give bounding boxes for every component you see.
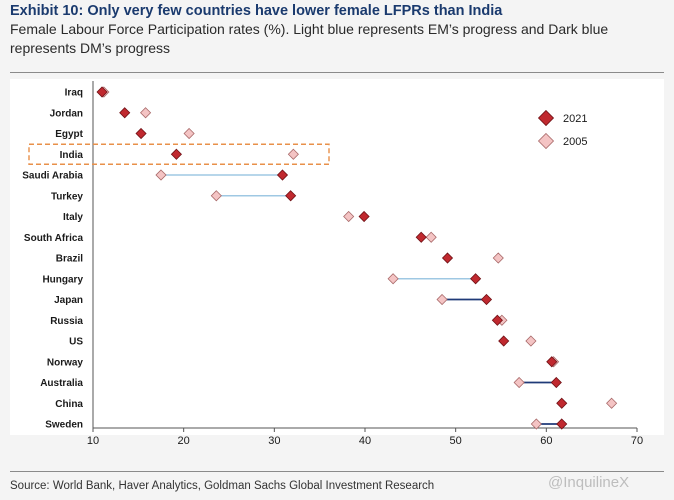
- point-2021-egypt: [135, 127, 147, 140]
- point-2021-japan: [480, 293, 493, 306]
- chart-area: 10 20 30 40 50 60 70 Iraq Jordan Egypt India Saudi …: [10, 79, 664, 447]
- point-2021-iraq: [96, 86, 108, 98]
- x-tick-label-20: 20: [178, 435, 190, 447]
- legend-label-2005: 2005: [563, 136, 587, 148]
- chart-subtitle: Female Labour Force Participation rates …: [10, 21, 609, 56]
- x-tick-label-70: 70: [631, 435, 643, 447]
- category-label-italy: Italy: [63, 212, 83, 223]
- point-2021-norway: [546, 356, 558, 368]
- point-2021-sweden: [556, 418, 568, 430]
- top-divider: [10, 72, 664, 73]
- category-label-egypt: Egypt: [55, 129, 83, 140]
- point-2005-hungary: [387, 273, 399, 285]
- point-2021-brazil: [441, 252, 454, 264]
- point-2021-south-africa: [415, 231, 427, 243]
- point-2005-china: [606, 397, 618, 409]
- point-2005-turkey: [210, 190, 222, 202]
- x-tick-label-10: 10: [87, 435, 99, 447]
- category-label-iraq: Iraq: [65, 88, 83, 99]
- category-label-australia: Australia: [40, 378, 83, 389]
- category-label-india: India: [60, 150, 84, 161]
- category-label-jordan: Jordan: [50, 108, 83, 119]
- point-2005-jordan: [140, 107, 152, 119]
- point-2005-us: [525, 335, 537, 347]
- point-2021-china: [556, 397, 568, 409]
- point-2005-egypt: [183, 127, 195, 140]
- legend-marker-2021: [537, 109, 555, 127]
- x-tick-label-60: 60: [540, 435, 552, 447]
- category-label-turkey: Turkey: [51, 191, 83, 202]
- legend-marker-2005: [537, 132, 555, 150]
- category-label-china: China: [55, 399, 83, 410]
- point-2005-india: [287, 148, 299, 160]
- point-2005-sweden: [530, 418, 542, 430]
- chart-title: Exhibit 10: Only very few countries have…: [10, 3, 503, 19]
- category-label-south-africa: South Africa: [24, 233, 84, 244]
- category-label-brazil: Brazil: [56, 254, 83, 265]
- legend-label-2021: 2021: [563, 113, 587, 125]
- point-2021-russia: [491, 314, 503, 326]
- point-2005-japan: [436, 293, 448, 306]
- category-label-sweden: Sweden: [45, 420, 83, 431]
- point-2021-saudi-arabia: [276, 169, 289, 181]
- category-label-japan: Japan: [54, 295, 83, 306]
- source-note: Source: World Bank, Haver Analytics, Gol…: [10, 480, 435, 492]
- point-2005-south-africa: [425, 231, 437, 243]
- category-label-us: US: [69, 337, 83, 348]
- x-tick-label-30: 30: [268, 435, 280, 447]
- point-2021-australia: [550, 376, 562, 389]
- point-2005-italy: [343, 210, 355, 223]
- bottom-divider: [10, 471, 664, 472]
- watermark: @InquilineX: [548, 474, 630, 491]
- category-label-hungary: Hungary: [42, 274, 83, 285]
- point-2021-italy: [358, 210, 370, 223]
- point-2005-saudi-arabia: [155, 169, 167, 181]
- point-2021-us: [498, 335, 510, 347]
- point-2005-australia: [513, 376, 525, 389]
- plot-background: [10, 79, 664, 435]
- category-label-norway: Norway: [47, 357, 84, 368]
- point-2005-brazil: [492, 252, 504, 264]
- x-tick-label-50: 50: [450, 435, 462, 447]
- point-2021-jordan: [119, 107, 131, 119]
- x-tick-label-40: 40: [359, 435, 371, 447]
- point-2021-india: [170, 148, 182, 160]
- point-2021-hungary: [470, 273, 482, 285]
- point-2021-turkey: [285, 190, 297, 202]
- category-label-saudi-arabia: Saudi Arabia: [22, 171, 83, 182]
- category-label-russia: Russia: [50, 316, 83, 327]
